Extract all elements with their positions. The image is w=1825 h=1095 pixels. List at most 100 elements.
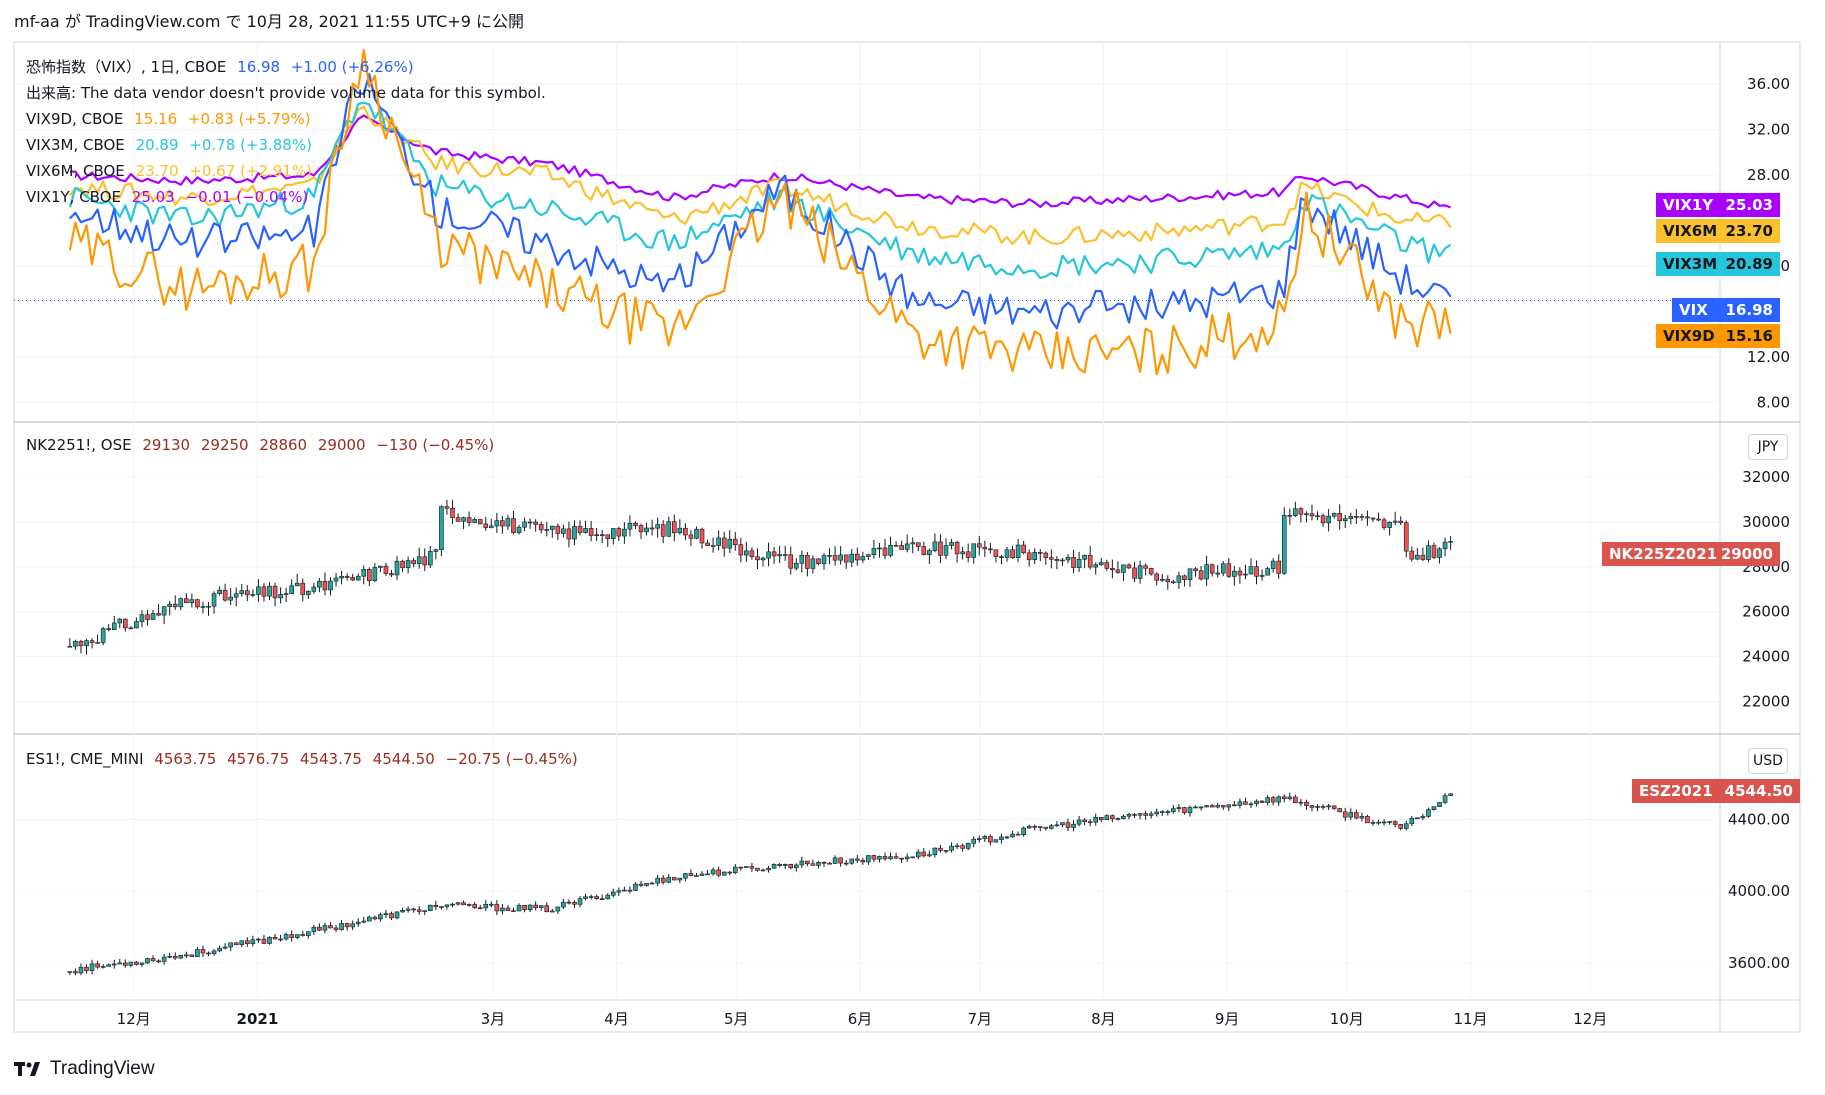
nk-candle — [1087, 555, 1093, 568]
es-candle — [405, 908, 411, 911]
header-site[interactable]: TradingView.com — [85, 12, 221, 31]
es-candle — [1359, 816, 1365, 819]
nk-candle — [1049, 557, 1054, 560]
nk-candle — [610, 528, 616, 539]
nk-candle — [322, 581, 328, 591]
nk-candle — [1415, 554, 1420, 560]
es-candle — [306, 931, 311, 936]
es-candle — [622, 889, 627, 892]
es-candle — [167, 955, 172, 958]
es-candle — [666, 877, 672, 883]
es-candle — [1154, 811, 1160, 815]
tag-vix9d-label: VIX9D — [1663, 327, 1715, 345]
es-candle — [1226, 804, 1232, 808]
nk-candle — [1315, 515, 1320, 518]
nk-candle — [1004, 549, 1010, 558]
nk-candle — [1398, 520, 1404, 524]
es-candle — [649, 882, 655, 885]
es-candle — [378, 914, 383, 920]
time-axis-label: 7月 — [967, 1010, 992, 1028]
es-candle — [1215, 805, 1221, 808]
es-candle — [128, 961, 134, 966]
es-candle — [472, 904, 477, 909]
es-candle — [877, 856, 882, 860]
nk-candle — [339, 575, 344, 579]
nk-candle — [1348, 516, 1354, 519]
es-candle — [771, 864, 777, 869]
nk-candle — [1209, 564, 1215, 574]
nk-candle — [1193, 568, 1198, 572]
es-candle — [1370, 822, 1376, 824]
nk-candle — [472, 519, 477, 523]
nk-candle — [677, 527, 683, 534]
es-candle — [344, 923, 350, 928]
nk-candle — [999, 556, 1004, 558]
nk-candle — [1165, 578, 1171, 583]
es-candle — [932, 847, 938, 856]
nk-candle — [843, 554, 849, 563]
nk-candle — [954, 542, 960, 555]
legend-nk-change: −130 (−0.45%) — [376, 436, 495, 454]
legend-vix1y-name: VIX1Y, CBOE — [26, 188, 121, 206]
nk-candle — [1032, 552, 1038, 561]
nk-candle — [588, 528, 594, 536]
es-candle — [710, 869, 716, 875]
tag-vix6m-label: VIX6M — [1663, 222, 1718, 240]
es-candle — [888, 856, 893, 860]
publish-header: mf-aa が TradingView.com で 10月 28, 2021 1… — [14, 8, 524, 32]
nk-candle — [516, 526, 522, 534]
es-candle — [1021, 827, 1026, 835]
series-line-vix3m — [68, 101, 1452, 280]
es-candle — [854, 858, 860, 861]
legend-row-vix3m: VIX3M, CBOE 20.89 +0.78 (+3.88%) — [26, 132, 552, 158]
nk-candle — [533, 521, 538, 525]
es-candle — [727, 871, 733, 874]
nk-candle — [400, 560, 405, 569]
nk-candle — [483, 523, 489, 528]
nk-candle — [732, 538, 738, 546]
es-candle — [289, 934, 294, 938]
time-axis-label: 2021 — [237, 1010, 279, 1028]
nk-candle — [816, 558, 821, 564]
nk-candle — [500, 520, 505, 527]
legend-vix6m-name: VIX6M, CBOE — [26, 162, 125, 180]
price-tag-vix3m: VIX3M 20.89 — [1656, 252, 1780, 276]
es-candle — [699, 873, 705, 876]
es-candle — [211, 950, 217, 955]
es-candle — [522, 905, 527, 911]
legend-es-open: 4563.75 — [154, 750, 217, 768]
nk-candle — [694, 528, 699, 539]
legend-nk-name: NK2251!, OSE — [26, 436, 132, 454]
tradingview-logo[interactable]: TradingView — [14, 1058, 155, 1080]
series-line-vix6m — [69, 105, 1452, 246]
nk-candle — [888, 544, 893, 556]
es-candle — [915, 851, 921, 858]
es-candle — [638, 883, 644, 886]
nk-candle — [294, 582, 300, 587]
nk-candle — [849, 553, 855, 563]
es-candle — [1071, 823, 1076, 828]
nk-candle — [1403, 522, 1409, 552]
es-candle — [500, 907, 505, 912]
legend-vix3m-name: VIX3M, CBOE — [26, 136, 125, 154]
nk-candle — [394, 560, 400, 576]
es-candle — [988, 836, 993, 843]
nk-candle — [527, 521, 533, 524]
es-candle — [239, 940, 245, 946]
nk-candle — [738, 544, 744, 556]
es-candle — [89, 963, 95, 971]
es-candle — [428, 904, 433, 911]
currency-usd-label[interactable]: USD — [1748, 748, 1788, 774]
publisher-name[interactable]: mf-aa — [14, 12, 60, 31]
nk-candle — [1409, 550, 1415, 560]
nk-candle — [1215, 572, 1221, 575]
nk-candle — [217, 589, 222, 594]
nk-candle — [782, 554, 788, 556]
es-candle — [1315, 806, 1320, 808]
currency-jpy-label[interactable]: JPY — [1748, 434, 1788, 460]
time-axis-label: 6月 — [848, 1010, 873, 1028]
nk-candle — [633, 522, 638, 526]
nk-candle — [1293, 508, 1298, 516]
es-candle — [1426, 809, 1431, 817]
